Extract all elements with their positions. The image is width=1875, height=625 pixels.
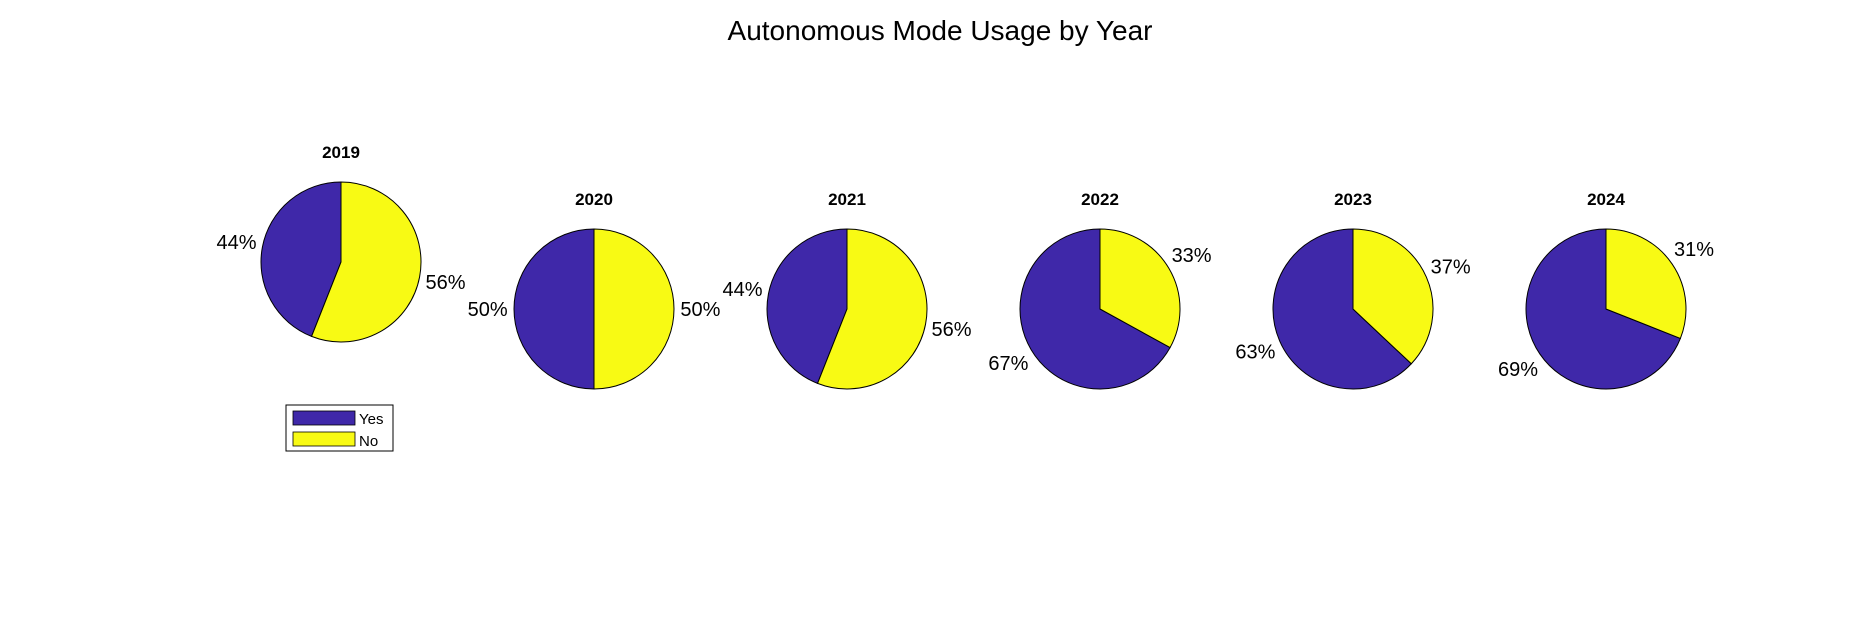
pie-slice-yes [1019,228,1171,390]
pie-title: 2020 [575,190,613,209]
pie-label-no: 56% [425,272,465,294]
pie-slice-no [1605,228,1687,340]
pie-slice-yes [1525,228,1682,390]
pie-label-yes: 44% [216,232,256,254]
pie-slice-yes [1272,228,1413,390]
pie-title: 2024 [1587,190,1625,209]
pie-2023: 63% 37% 2023 [1235,190,1471,390]
legend-label-no: No [359,433,378,450]
pie-label-no: 50% [680,299,720,321]
pie-slice-yes [766,228,848,385]
pie-2019: 44% 56% 2019 [216,143,466,343]
chart-title: Autonomous Mode Usage by Year [728,15,1153,46]
pie-title: 2021 [828,190,866,209]
pies-group: 44% 56% 2019 50% 50% 2020 44% 56% 2021 67% 33% 2022… [216,143,1714,390]
pie-2021: 44% 56% 2021 [722,190,972,390]
pie-title: 2022 [1081,190,1119,209]
legend-swatch-yes [292,410,356,426]
pie-label-yes: 63% [1235,341,1275,363]
pie-label-yes: 50% [468,299,508,321]
pie-title: 2019 [322,143,360,162]
pie-2024: 69% 31% 2024 [1498,190,1714,390]
legend: Yes No [285,404,394,452]
pie-label-no: 37% [1431,257,1471,279]
legend-swatch-no [292,431,356,447]
pie-slice-yes [260,181,342,338]
pie-label-no: 31% [1674,239,1714,261]
pie-label-no: 56% [931,319,971,341]
legend-label-yes: Yes [359,411,383,428]
pie-label-yes: 67% [988,353,1028,375]
pie-label-yes: 69% [1498,359,1538,381]
pie-2020: 50% 50% 2020 [468,190,721,390]
pie-label-no: 33% [1172,245,1212,267]
pie-slice-no [1099,228,1181,349]
pie-title: 2023 [1334,190,1372,209]
pie-2022: 67% 33% 2022 [988,190,1212,390]
pie-slice-no [593,228,675,390]
pie-slice-yes [513,228,595,390]
pie-slice-no [1352,228,1434,365]
pie-slice-no [816,228,928,390]
pie-slice-no [310,181,422,343]
pie-label-yes: 44% [722,279,762,301]
